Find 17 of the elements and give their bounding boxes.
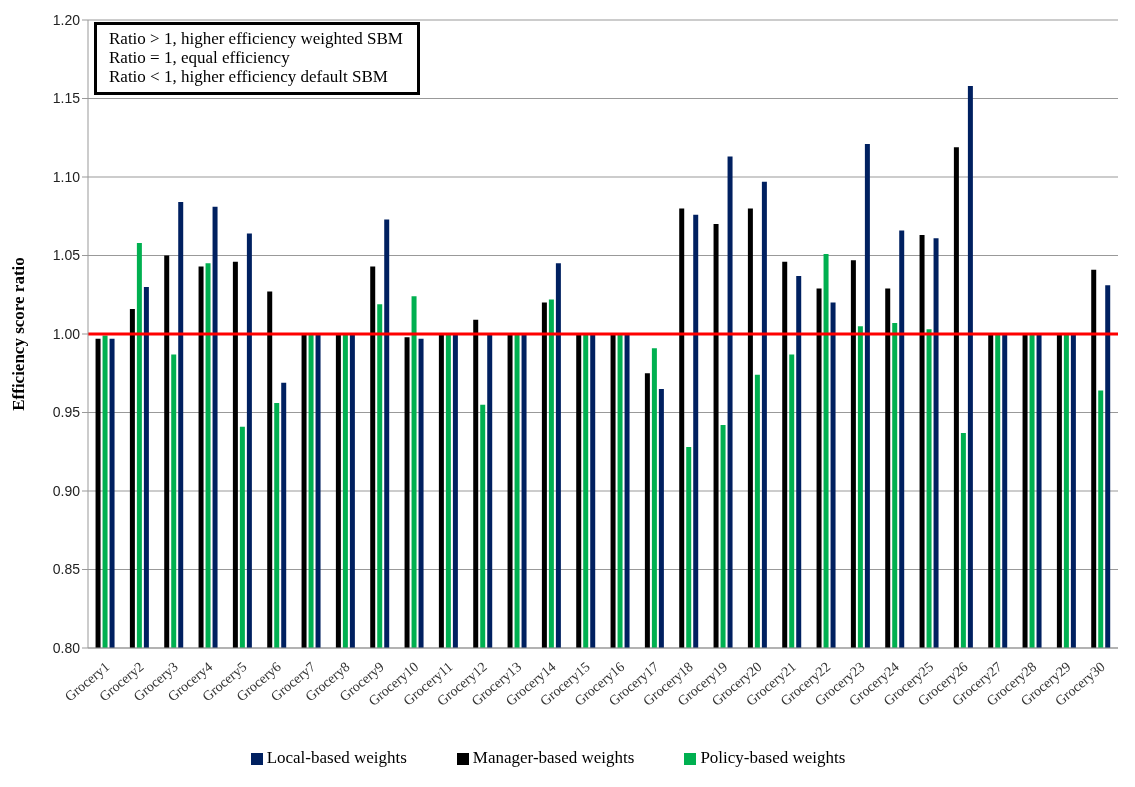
legend-label: Manager-based weights	[472, 748, 635, 767]
y-axis-title: Efficiency score ratio	[9, 257, 29, 411]
y-tick-label: 0.80	[52, 639, 81, 656]
legend-label: Local-based weights	[266, 748, 407, 767]
annotation: Ratio > 1, higher efficiency weighted SBM	[109, 29, 403, 48]
y-tick-label: 1.15	[52, 90, 81, 107]
legend-label: Policy-based weights	[700, 748, 846, 767]
note-box: Ratio > 1, higher efficiency weighted SBM Ratio = 1, equal efficiency Ratio < 1, higher efficiency default SBM	[94, 22, 420, 95]
y-tick-label: 1.00	[52, 325, 81, 342]
y-tick-label: 1.05	[52, 247, 81, 264]
y-tick-label: 0.85	[52, 561, 81, 578]
y-tick-label: 1.10	[52, 168, 81, 185]
y-tick-label: 1.20	[52, 11, 81, 28]
y-tick-label: 0.95	[52, 404, 81, 421]
annotation: Ratio < 1, higher efficiency default SBM	[109, 67, 389, 86]
annotation: Ratio = 1, equal efficiency	[109, 48, 291, 67]
y-tick-label: 0.90	[52, 482, 81, 499]
